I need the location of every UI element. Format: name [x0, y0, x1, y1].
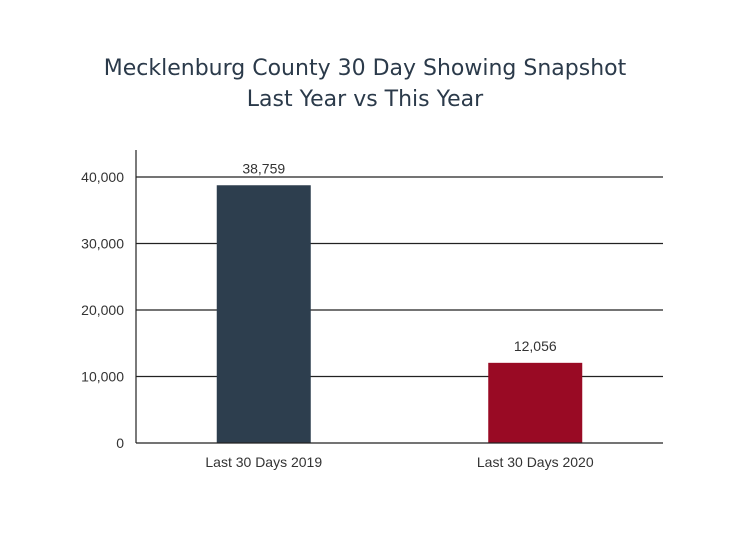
- gridlines: [136, 176, 663, 378]
- y-tick-label: 30,000: [81, 236, 124, 252]
- y-tick-label: 40,000: [81, 169, 124, 185]
- data-label: 38,759: [242, 160, 285, 176]
- y-tick-label: 10,000: [81, 369, 124, 385]
- axes: [135, 150, 663, 444]
- labels: 0 10,000 20,000 30,000 40,000 38,759 Last 30 D…: [81, 160, 594, 470]
- bar: [488, 362, 583, 443]
- y-tick-label: 0: [116, 435, 124, 451]
- bar: [216, 185, 311, 443]
- data-label: 12,056: [514, 338, 557, 354]
- x-tick-label: Last 30 Days 2020: [477, 454, 594, 470]
- bars: [216, 185, 583, 443]
- y-tick-label: 20,000: [81, 302, 124, 318]
- x-tick-label: Last 30 Days 2019: [205, 454, 322, 470]
- chart-title: Mecklenburg County 30 Day Showing Snapsh…: [103, 56, 627, 81]
- chart-subtitle: Last Year vs This Year: [246, 87, 484, 112]
